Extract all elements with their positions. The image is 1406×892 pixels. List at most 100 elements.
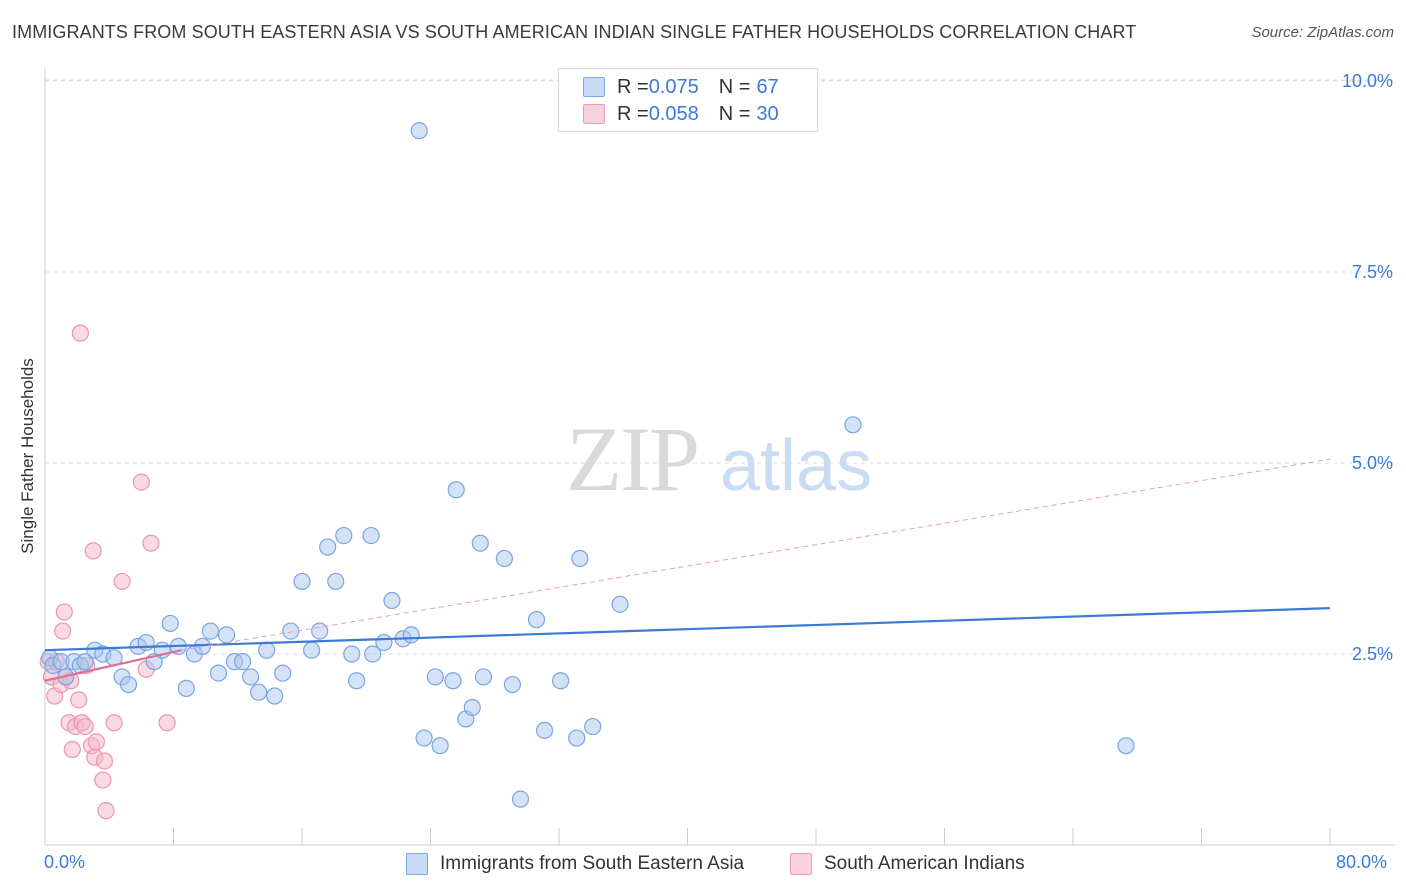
series-south-american-indians — [39, 324, 176, 820]
y-tick-label: 2.5% — [1352, 644, 1393, 664]
legend-r-value: 0.058 — [648, 102, 699, 125]
legend-swatch-pink — [583, 104, 605, 124]
bottom-legend-pink: South American Indians — [790, 852, 1025, 876]
data-point-blue — [177, 679, 195, 697]
data-point-blue — [375, 633, 393, 652]
data-point-pink — [94, 771, 112, 789]
legend-r-value: 0.075 — [648, 75, 699, 98]
data-point-blue — [293, 572, 311, 591]
data-point-blue — [233, 653, 252, 671]
data-point-pink — [142, 534, 160, 552]
y-tick-label: 7.5% — [1352, 262, 1393, 282]
data-point-blue — [327, 572, 345, 591]
legend-r-label: R = — [617, 75, 649, 98]
data-point-blue — [444, 672, 462, 690]
data-point-blue — [431, 737, 449, 755]
data-point-blue — [552, 672, 570, 690]
x-tick-min: 0.0% — [44, 852, 86, 872]
legend-n-label: N = — [718, 102, 751, 125]
data-point-blue — [571, 549, 589, 568]
legend-n-value: 30 — [756, 102, 779, 125]
data-point-pink — [76, 717, 94, 736]
data-point-blue — [511, 790, 530, 808]
data-point-blue — [242, 668, 260, 686]
bottom-legend-swatch-blue — [406, 853, 428, 875]
data-point-blue — [311, 622, 329, 640]
data-point-blue — [426, 668, 444, 686]
data-point-blue — [274, 664, 292, 682]
data-point-blue — [209, 664, 228, 682]
data-point-blue — [844, 416, 862, 434]
data-point-blue — [471, 534, 489, 552]
data-point-blue — [463, 698, 481, 717]
axes — [44, 68, 1395, 846]
data-point-blue — [584, 717, 602, 736]
bottom-legend-label-blue: Immigrants from South Eastern Asia — [440, 853, 745, 874]
y-tick-labels: 2.5% 5.0% 7.5% 10.0% — [1342, 71, 1393, 664]
data-point-pink — [113, 572, 131, 591]
legend-row-blue: R = 0.075 N = 67 — [583, 75, 779, 99]
data-point-blue — [410, 122, 428, 140]
data-point-blue — [250, 683, 268, 701]
data-point-blue — [383, 591, 401, 610]
series-immigrants-south-eastern-asia — [41, 122, 1135, 808]
data-point-pink — [132, 473, 150, 491]
legend-n-label: N = — [718, 75, 751, 98]
data-point-pink — [63, 740, 81, 759]
data-point-blue — [335, 526, 353, 545]
legend-row-pink: R = 0.058 N = 30 — [583, 102, 779, 126]
data-point-pink — [105, 714, 123, 732]
data-point-blue — [76, 653, 94, 671]
trend-line-pink — [44, 649, 182, 682]
data-point-blue — [495, 549, 513, 568]
watermark-zip: ZIP — [566, 408, 698, 510]
data-point-pink — [71, 324, 89, 342]
data-point-blue — [527, 611, 546, 629]
data-point-pink — [55, 603, 73, 621]
data-point-blue — [343, 645, 361, 663]
data-point-blue — [447, 481, 465, 499]
data-point-blue — [474, 668, 493, 686]
data-point-blue — [348, 672, 366, 690]
data-point-blue — [503, 675, 522, 694]
data-point-blue — [1117, 737, 1135, 755]
bottom-legend-blue: Immigrants from South Eastern Asia — [406, 852, 744, 876]
data-point-blue — [217, 626, 236, 644]
legend: R = 0.075 N = 67 R = 0.058 N = 30 — [558, 68, 818, 132]
data-point-blue — [364, 645, 382, 663]
legend-swatch-blue — [583, 77, 605, 97]
data-point-blue — [319, 538, 337, 556]
legend-r-label: R = — [617, 102, 649, 125]
bottom-legend-swatch-pink — [790, 853, 812, 875]
watermark-atlas: atlas — [720, 426, 872, 506]
data-point-blue — [282, 622, 300, 640]
trend-lines — [44, 458, 1331, 682]
data-point-blue — [362, 526, 380, 545]
data-point-pink — [97, 802, 115, 820]
data-point-pink — [87, 733, 106, 751]
data-point-pink — [95, 752, 114, 770]
data-point-blue — [402, 626, 420, 644]
source-label: Source: ZipAtlas.com — [1251, 24, 1394, 41]
data-point-blue — [119, 675, 138, 694]
data-point-pink — [70, 691, 88, 709]
data-point-blue — [201, 622, 220, 640]
data-point-blue — [568, 729, 586, 747]
legend-n-value: 67 — [756, 75, 779, 98]
x-tick-max: 80.0% — [1336, 852, 1388, 872]
chart-title: IMMIGRANTS FROM SOUTH EASTERN ASIA VS SO… — [12, 22, 1137, 42]
y-tick-label: 10.0% — [1342, 71, 1393, 91]
bottom-legend-label-pink: South American Indians — [824, 853, 1025, 874]
data-point-blue — [415, 729, 433, 747]
y-tick-label: 5.0% — [1352, 453, 1393, 473]
data-point-pink — [54, 622, 72, 640]
data-point-blue — [258, 641, 276, 659]
watermark: ZIP atlas — [566, 408, 872, 510]
data-point-blue — [161, 614, 179, 633]
data-point-blue — [611, 595, 629, 613]
data-point-blue — [535, 721, 554, 740]
trend-line-blue — [44, 607, 1331, 652]
data-point-pink — [158, 714, 176, 732]
grid-lines — [45, 79, 1395, 655]
